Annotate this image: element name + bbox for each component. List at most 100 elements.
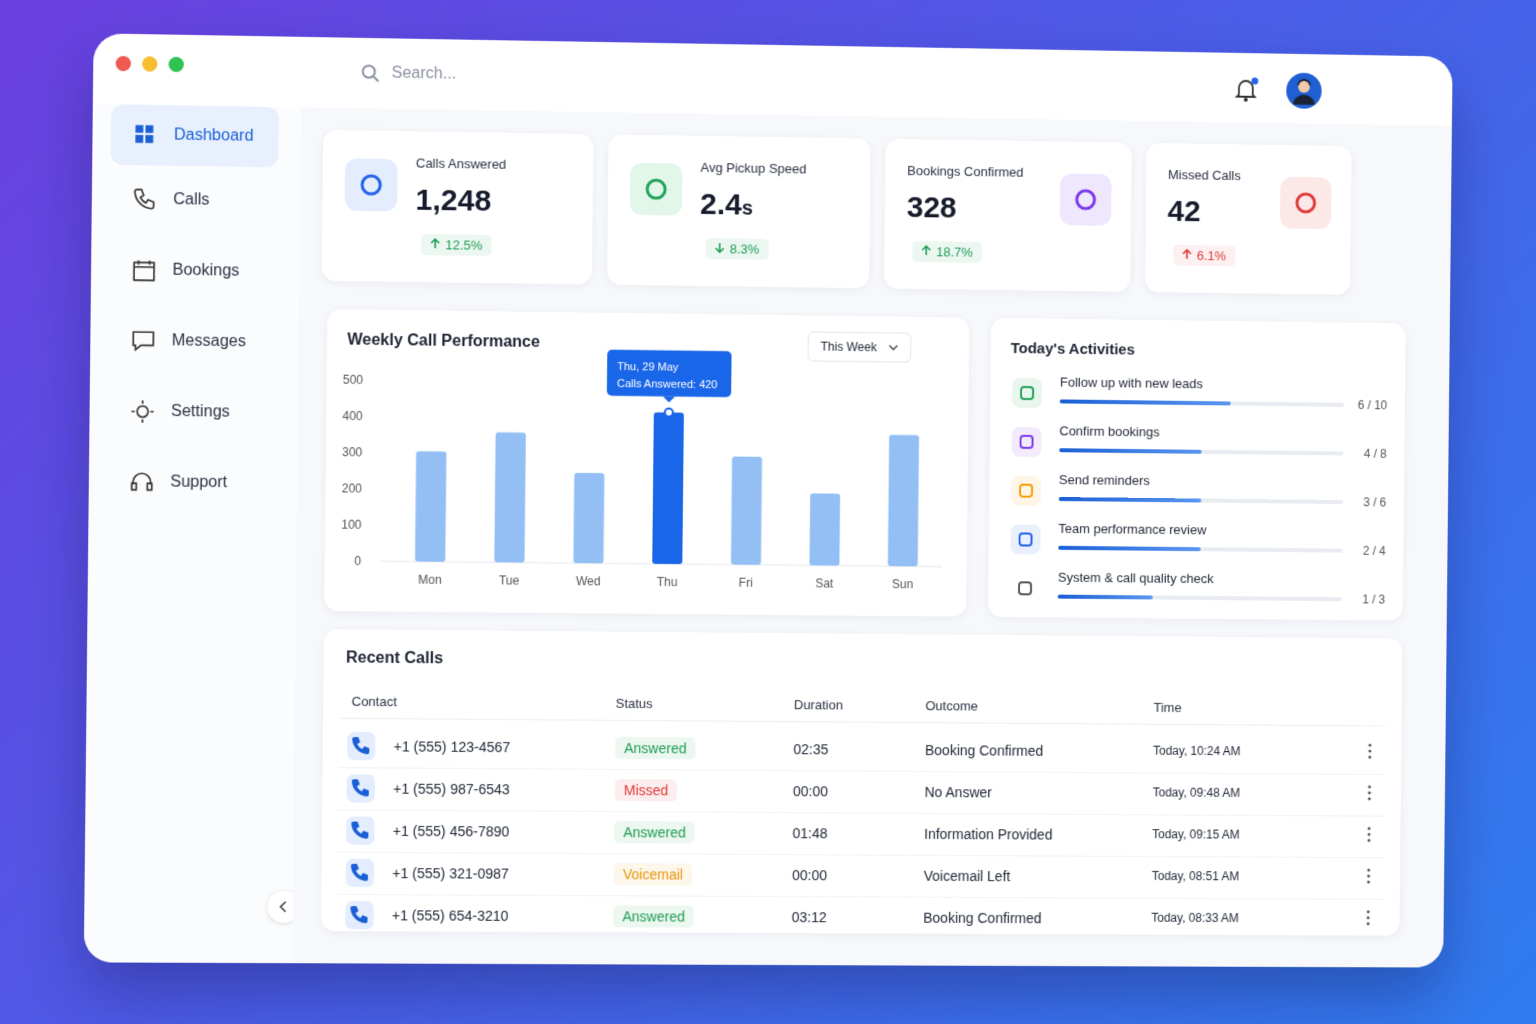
icon-shape [132, 473, 152, 490]
sidebar: Dashboard Calls Bookings Messages Settings Su… [83, 103, 303, 964]
time: Today, 08:33 AM [1151, 910, 1239, 926]
progress-label: 6 / 10 [1357, 398, 1388, 413]
row-menu[interactable] [1368, 743, 1372, 764]
nav-item[interactable]: Calls [110, 169, 278, 232]
y-tick-label: 0 [354, 554, 361, 568]
bar [730, 456, 762, 565]
dot [1367, 868, 1371, 872]
icon-mark [1077, 191, 1095, 209]
duration: 00:00 [792, 783, 829, 800]
x-tick-label: Tue [499, 573, 520, 587]
dot [1368, 749, 1372, 753]
menu-dots [1367, 826, 1371, 842]
search-icon [361, 64, 379, 82]
activity-label: Send reminders [1058, 472, 1150, 489]
icon-glyph [1012, 427, 1042, 457]
outcome: Information Provided [924, 825, 1053, 843]
icon-glyph [1012, 378, 1042, 408]
row-menu[interactable] [1366, 910, 1370, 931]
app-window: Search... Dashboard Calls Bookings Messages… [83, 33, 1453, 968]
chevron-icon [277, 901, 289, 913]
stat-change: 12.5% [420, 233, 492, 257]
arrow-shape [431, 239, 439, 248]
x-tick-label: Wed [576, 574, 601, 588]
stat-number: 328 [906, 190, 957, 225]
icon-glyph [630, 163, 683, 216]
x-tick-label: Sun [892, 577, 913, 591]
status: Answered [613, 905, 695, 928]
activities-title: Today's Activities [1010, 340, 1135, 359]
menu-dots [1366, 910, 1370, 926]
nav-item[interactable]: Settings [108, 381, 276, 443]
dot [1366, 910, 1370, 914]
row-divider [338, 767, 1386, 776]
dot [1368, 785, 1371, 789]
change-value: 6.1% [1196, 248, 1227, 264]
time: Today, 10:24 AM [1153, 743, 1241, 759]
activities-panel: Today's Activities Follow up with new le… [988, 317, 1406, 621]
progress-bar [1059, 399, 1231, 406]
icon-shape [135, 190, 154, 209]
stat-label: Avg Pickup Speed [700, 159, 807, 177]
tooltip-pointer [662, 396, 676, 403]
nav-item[interactable]: Messages [108, 310, 276, 373]
nav-item[interactable]: Support [107, 452, 275, 514]
trend-arrow [1182, 249, 1192, 260]
row-menu[interactable] [1366, 868, 1371, 889]
stat-icon [344, 158, 398, 212]
nav-label: Settings [170, 402, 230, 421]
dot [1367, 874, 1371, 878]
tooltip-date: Thu, 29 May [617, 361, 679, 374]
icon-glyph [1011, 476, 1041, 506]
call-icon [346, 816, 375, 845]
icon-mark [352, 737, 370, 755]
progress-label: 2 / 4 [1362, 543, 1386, 558]
stat-icon [629, 162, 683, 216]
x-tick-label: Sat [815, 576, 834, 590]
nav-icon [131, 329, 156, 354]
bar-chart: 0 100 200 300 400 500 Mon Tue Wed Thu Thu, 29 May C… [341, 349, 969, 591]
search-placeholder: Search... [391, 64, 457, 83]
time: Today, 08:51 AM [1151, 868, 1240, 884]
outcome: Voicemail Left [923, 867, 1011, 885]
bell-icon[interactable] [1231, 75, 1261, 105]
call-icon [346, 731, 376, 761]
recent-calls-title: Recent Calls [345, 649, 444, 668]
row-menu[interactable] [1367, 785, 1371, 806]
activity-icon [1011, 475, 1042, 506]
activity-icon [1010, 573, 1040, 603]
x-tick-label: Mon [418, 573, 442, 587]
y-tick-label: 400 [342, 409, 363, 423]
progress-bar [1058, 545, 1201, 552]
arrow-shape [714, 242, 724, 254]
arrow-shape [1183, 250, 1191, 259]
y-tick-label: 500 [343, 373, 364, 387]
stat-unit: s [741, 197, 754, 220]
contact: +1 (555) 654-3210 [391, 907, 509, 924]
trend-arrow [430, 238, 440, 249]
status: Answered [614, 821, 695, 844]
nav-item[interactable]: Dashboard [110, 104, 279, 168]
stat-number: 1,248 [415, 183, 492, 218]
nav-label: Messages [171, 332, 246, 351]
nav-label: Bookings [172, 261, 240, 280]
chart-panel: Weekly Call Performance This Week 0 100 20… [324, 309, 970, 617]
minimize-dot[interactable] [142, 56, 158, 72]
nav-item[interactable]: Bookings [109, 240, 277, 303]
search-box[interactable]: Search... [347, 52, 884, 103]
progress-label: 4 / 8 [1363, 446, 1387, 461]
activity-label: Confirm bookings [1059, 423, 1160, 440]
icon-mark [1020, 485, 1032, 497]
nav-icon [135, 125, 154, 143]
maximize-dot[interactable] [168, 56, 184, 73]
close-dot[interactable] [115, 55, 132, 72]
dot [1367, 797, 1371, 801]
avatar[interactable] [1285, 72, 1323, 110]
arrow-shape [922, 246, 930, 255]
stat-value: 1,248 [415, 184, 491, 219]
row-menu[interactable] [1367, 826, 1371, 847]
menu-dots [1368, 743, 1372, 759]
menu-dots [1367, 785, 1371, 801]
change-value: 18.7% [936, 244, 973, 260]
